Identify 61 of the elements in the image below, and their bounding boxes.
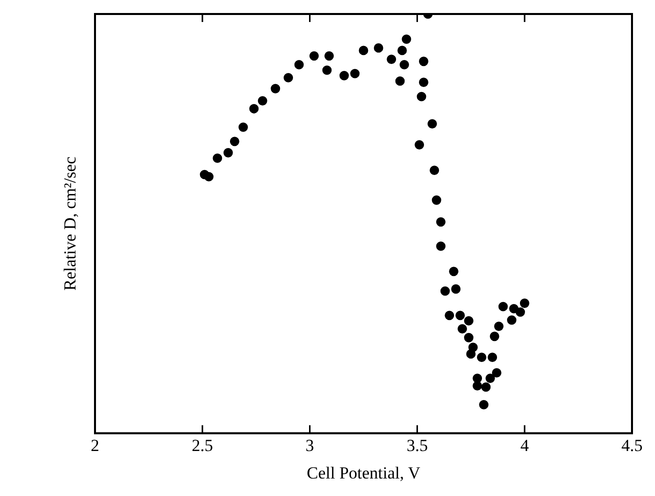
- point: [428, 119, 437, 129]
- x-tick-label: 2.5: [192, 436, 214, 455]
- point: [488, 352, 498, 362]
- x-axis-title: Cell Potential, V: [306, 463, 421, 482]
- point: [466, 349, 476, 359]
- point: [374, 43, 384, 53]
- point: [418, 78, 428, 88]
- point: [507, 315, 516, 325]
- x-tick-label: 3: [306, 436, 314, 455]
- point: [386, 54, 396, 64]
- point: [309, 51, 319, 61]
- point: [204, 172, 214, 182]
- point: [432, 195, 442, 205]
- point: [455, 310, 465, 320]
- point: [324, 51, 334, 61]
- point: [464, 316, 474, 326]
- point: [339, 70, 349, 80]
- point: [238, 122, 248, 132]
- point: [451, 284, 461, 294]
- x-tick-label: 3.5: [406, 436, 428, 455]
- point: [270, 84, 280, 94]
- point: [284, 73, 294, 82]
- point: [472, 381, 482, 391]
- point: [498, 302, 508, 312]
- point: [418, 56, 428, 66]
- point: [479, 400, 488, 410]
- point: [402, 34, 412, 44]
- point: [414, 140, 424, 150]
- point: [395, 76, 405, 86]
- point: [212, 154, 222, 163]
- x-tick-label: 4.5: [621, 436, 643, 455]
- point: [436, 217, 446, 227]
- point: [492, 368, 502, 378]
- point: [294, 60, 304, 70]
- point: [481, 382, 491, 392]
- point: [494, 322, 504, 332]
- point: [358, 46, 368, 56]
- point: [449, 266, 458, 276]
- point: [516, 307, 526, 317]
- point: [490, 332, 500, 342]
- point: [400, 60, 410, 70]
- point: [416, 92, 426, 102]
- point: [486, 374, 495, 383]
- point: [464, 332, 474, 342]
- point: [230, 136, 240, 146]
- point: [440, 286, 450, 296]
- point: [476, 352, 486, 362]
- point: [436, 242, 446, 251]
- x-tick-label: 4: [520, 436, 530, 455]
- point: [520, 298, 530, 308]
- point: [322, 65, 332, 75]
- point: [444, 310, 454, 320]
- point: [223, 148, 233, 158]
- point: [458, 324, 468, 334]
- point: [350, 68, 360, 78]
- point: [249, 104, 259, 114]
- point: [430, 166, 440, 176]
- y-axis-title: Relative D, cm²/sec: [60, 156, 80, 291]
- x-tick-label: 2: [90, 436, 100, 455]
- point: [258, 96, 268, 106]
- point: [397, 46, 407, 56]
